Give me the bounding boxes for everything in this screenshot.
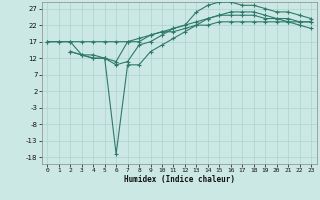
X-axis label: Humidex (Indice chaleur): Humidex (Indice chaleur): [124, 175, 235, 184]
